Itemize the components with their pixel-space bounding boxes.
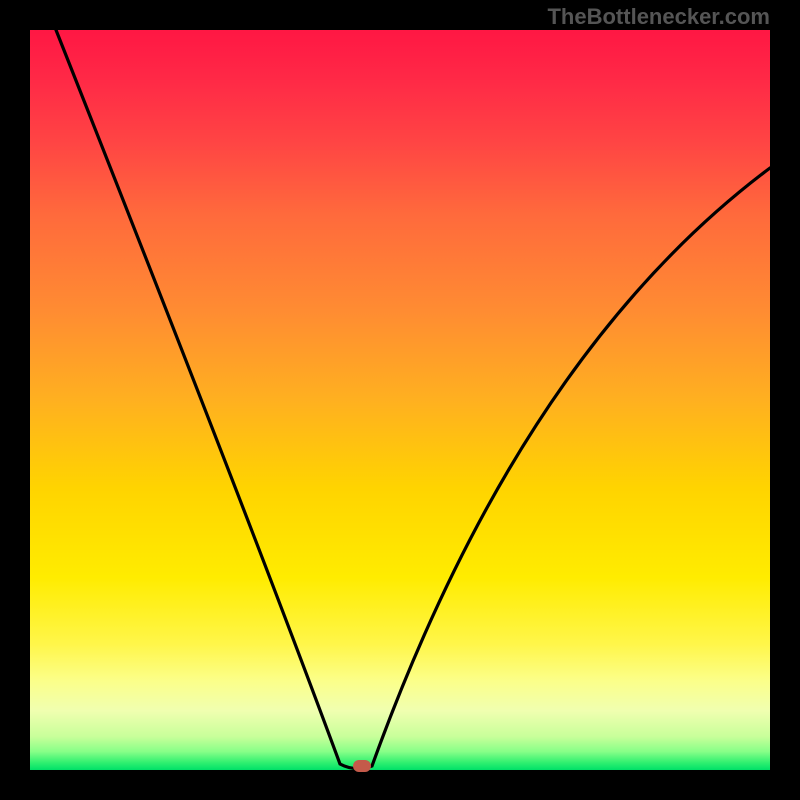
chart-container: TheBottlenecker.com — [0, 0, 800, 800]
optimal-point-marker — [353, 760, 371, 772]
plot-gradient-area — [30, 30, 770, 770]
watermark-text: TheBottlenecker.com — [547, 4, 770, 30]
